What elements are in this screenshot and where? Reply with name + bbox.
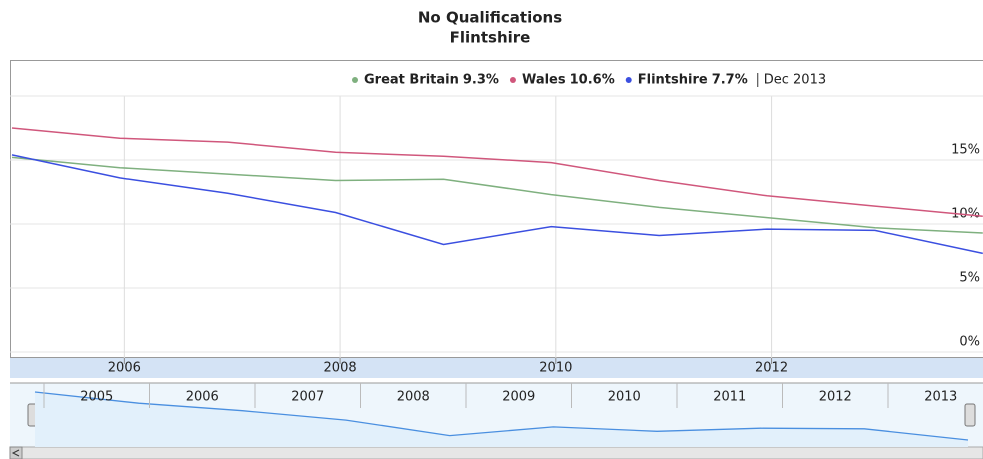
- navigator-label: 2005: [80, 390, 113, 405]
- chart-subtitle: Flintshire: [450, 29, 531, 47]
- scroll-arrow: [11, 449, 20, 457]
- navigator-label: 2008: [397, 390, 430, 405]
- legend-value: 9.3%: [463, 73, 499, 88]
- navigator-label: 2011: [713, 390, 746, 405]
- legend-name: Flintshire: [638, 73, 708, 88]
- series-line: [11, 156, 983, 234]
- navigator-handle-right[interactable]: [964, 403, 976, 427]
- series-line: [11, 127, 983, 218]
- navigator-label: 2009: [502, 390, 535, 405]
- y-tick-label: 0%: [959, 335, 980, 350]
- legend-name: Wales: [522, 73, 566, 88]
- x-axis-band: [10, 358, 983, 378]
- x-tick-label: 2012: [755, 361, 788, 376]
- x-tick-label: 2008: [324, 361, 357, 376]
- scroll-left[interactable]: [9, 446, 23, 459]
- x-tick-label: 2010: [539, 361, 572, 376]
- scrollbar[interactable]: [9, 446, 983, 459]
- legend-marker: [352, 77, 358, 83]
- navigator-line: [34, 391, 969, 441]
- legend-value: 10.6%: [570, 73, 615, 88]
- navigator-label: 2006: [186, 390, 219, 405]
- y-tick-label: 5%: [959, 271, 980, 286]
- navigator-area: [35, 392, 968, 447]
- legend-marker: [509, 77, 516, 83]
- navigator-label: 2010: [608, 390, 641, 405]
- navigator-label: 2012: [819, 390, 852, 405]
- chart-title: No Qualifications: [418, 9, 562, 27]
- x-tick-label: 2006: [108, 361, 141, 376]
- y-tick-label: 15%: [951, 143, 980, 158]
- navigator-label: 2007: [291, 390, 324, 405]
- legend-marker: [625, 77, 632, 83]
- plot-frame: [10, 60, 983, 358]
- legend-name: Great Britain: [364, 73, 459, 88]
- legend-date: Dec 2013: [764, 73, 826, 88]
- navigator-label: 2013: [924, 390, 957, 405]
- legend-value: 7.7%: [712, 73, 748, 88]
- series-line: [11, 154, 983, 255]
